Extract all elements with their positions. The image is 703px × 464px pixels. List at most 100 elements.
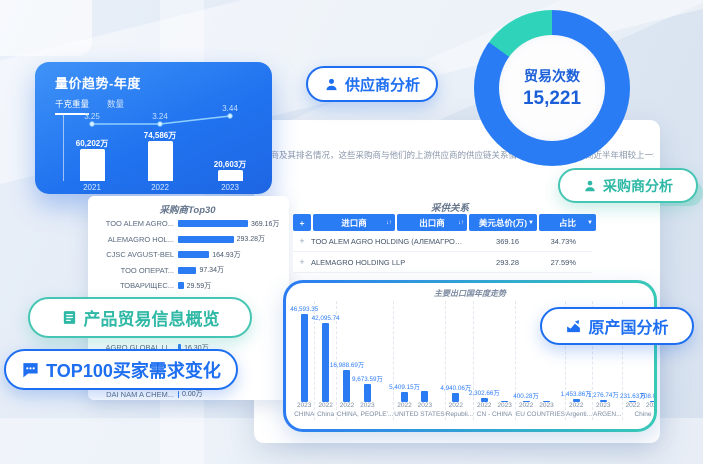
table-header-1[interactable]: 进口商 ↓↑	[313, 214, 395, 231]
background-corner-shape	[0, 0, 92, 56]
export-country-bars: 42,095.74	[312, 301, 340, 402]
product-trade-overview-button[interactable]: 产品贸易信息概览	[28, 297, 252, 338]
row-expand-button[interactable]: +	[299, 257, 305, 267]
top100-buyer-demand-label: TOP100买家需求变化	[46, 360, 221, 381]
export-bar-value: 400.28万	[513, 393, 539, 400]
export-countries-card-inner: 主要出口国年度走势 46,593.35 2023 CHINA 42,095.74 202…	[286, 283, 654, 429]
quantity-line-series	[89, 113, 233, 127]
export-country-group: 400.28万 2022 2023 EU COUNTRIES	[513, 301, 566, 420]
export-bar	[599, 399, 607, 402]
export-bar-year: 2022	[339, 402, 355, 409]
export-bar-slot: 5,409.15万	[389, 301, 420, 402]
product-trade-overview-label: 产品贸易信息概览	[83, 310, 220, 329]
filter-icon[interactable]: ▼	[587, 219, 593, 226]
export-country-years: 2022 2023	[337, 402, 394, 411]
export-countries-title: 主要出口国年度走势	[434, 289, 506, 298]
importer-cell: TOO ALEM AGRO HOLDING (АЛЕМАГРО ХО...	[311, 236, 463, 246]
export-country-bars: 46,593.35	[290, 301, 318, 402]
export-bar-value: 1,453.86万	[560, 391, 592, 399]
total-usd-cell: 369.16	[496, 236, 519, 246]
export-bar-year: 2022	[568, 402, 584, 409]
export-bar-value: 231.63万	[619, 393, 646, 400]
export-bar-slot: 1,453.86万	[561, 301, 592, 402]
volume-bar-value: 74,586万	[143, 131, 177, 140]
x-axis-year: 2021	[83, 183, 101, 192]
volume-price-card: 量价趋势-年度 千克重量 数量 60,202万 2021 74,586万 2022 20,…	[35, 62, 272, 194]
top100-buyer-demand-button[interactable]: TOP100买家需求变化	[4, 349, 238, 390]
origin-country-analysis-button[interactable]: 原产国分析	[540, 307, 694, 345]
export-country-label: CHINA, PEOPLE'...	[336, 411, 394, 418]
table-header-4[interactable]: 占比 ▼	[539, 214, 596, 231]
export-bar	[522, 401, 530, 402]
export-bar-slot: 708.09万	[640, 301, 654, 402]
export-country-years: 2022	[446, 402, 473, 411]
share-cell: 27.59%	[550, 257, 576, 267]
volume-price-tab-1[interactable]: 数量	[107, 99, 125, 109]
export-bar-slot: 9,673.59万	[352, 301, 383, 402]
top30-bar-value: 0.00万	[182, 391, 203, 399]
row-expand-button[interactable]: +	[299, 236, 305, 246]
table-header-3[interactable]: 美元总价(万) ▼	[469, 214, 537, 231]
volume-bar-2021	[79, 149, 105, 181]
export-bar-year: 2022	[397, 402, 412, 409]
sort-icon[interactable]: ↓↑	[458, 219, 464, 226]
export-country-label: Chine	[634, 411, 652, 418]
buyer-analysis-label: 采购商分析	[603, 177, 673, 194]
export-bar	[501, 401, 509, 402]
top30-bar	[178, 282, 184, 290]
export-bar-year: 2023	[539, 402, 554, 409]
export-bar-year: 2023	[360, 402, 375, 409]
export-bar-value: 708.09万	[640, 392, 654, 400]
export-bar-slot: 231.63万	[619, 301, 646, 402]
buyer-analysis-button[interactable]: 采购商分析	[558, 168, 698, 203]
top30-row: CJSC AVGUST-BEL 164.93万	[94, 247, 281, 263]
export-country-label: CHINA	[294, 411, 315, 418]
top30-row: DAI NAM A CHEM... 0.00万	[94, 387, 281, 403]
export-bar-slot: 1,276.74万	[588, 301, 619, 402]
export-bar-value: 2,302.66万	[468, 389, 500, 397]
top30-bar	[178, 266, 197, 274]
donut-center: 贸易次数 15,221	[499, 35, 605, 141]
export-country-label: Republi...	[445, 411, 474, 418]
volume-bar-2023	[217, 170, 243, 181]
export-bar-value: 1,276.74万	[587, 391, 619, 399]
export-bar-value: 46,593.35	[290, 306, 319, 313]
top30-buyer-name: DAI NAM A CHEM...	[106, 389, 174, 399]
top30-bar	[178, 344, 182, 352]
table-header-2[interactable]: 出口商 ↓↑	[397, 214, 467, 231]
export-country-group: 5,409.15万 2022 2023 UNITED STATES	[389, 301, 446, 420]
buyers-top30-title: 采购商Top30	[159, 205, 216, 216]
export-bar	[300, 314, 308, 402]
export-bar	[400, 391, 408, 402]
top30-buyer-name: TOO ALEM AGRO...	[105, 219, 174, 229]
supplier-analysis-button[interactable]: 供应商分析	[306, 66, 438, 102]
export-country-bars: 1,276.74万	[588, 301, 622, 402]
export-bar	[480, 397, 488, 402]
export-bar	[322, 322, 330, 402]
trade-count-donut: 贸易次数 15,221	[462, 0, 642, 178]
top30-bar-value: 369.16万	[251, 220, 280, 228]
export-bar-year: 2022	[518, 402, 534, 409]
filter-icon[interactable]: ▼	[528, 219, 534, 226]
export-bar-slot	[536, 301, 556, 402]
export-country-group: 16,988.69万 9,673.59万 2022 2023 CHINA, PEOPLE…	[330, 301, 395, 420]
export-country-years: 2022 2023	[623, 402, 654, 411]
export-country-bars: 5,409.15万	[389, 301, 444, 402]
volume-price-tab-0[interactable]: 千克重量	[55, 98, 90, 115]
sort-icon[interactable]: ↓↑	[386, 219, 392, 226]
export-bar	[649, 400, 654, 402]
export-country-group: 42,095.74 2022 China	[312, 301, 340, 420]
export-bar	[629, 401, 637, 402]
export-country-bars: 16,988.69万 9,673.59万	[330, 301, 394, 402]
chat-icon	[23, 363, 38, 378]
export-country-bars: 1,453.86万	[561, 301, 592, 402]
export-country-label: CN - CHINA	[476, 411, 513, 418]
export-bar-slot: 42,095.74	[312, 301, 340, 402]
export-bar-value: 9,673.59万	[351, 375, 383, 383]
export-bar-value: 16,988.69万	[329, 361, 365, 369]
export-bar-slot: 400.28万	[513, 301, 539, 402]
export-country-group: 4,940.06万 2022 Republi...	[440, 301, 475, 420]
table-header-0[interactable]: +	[293, 214, 311, 231]
export-country-label: ARGEN...	[593, 411, 622, 418]
